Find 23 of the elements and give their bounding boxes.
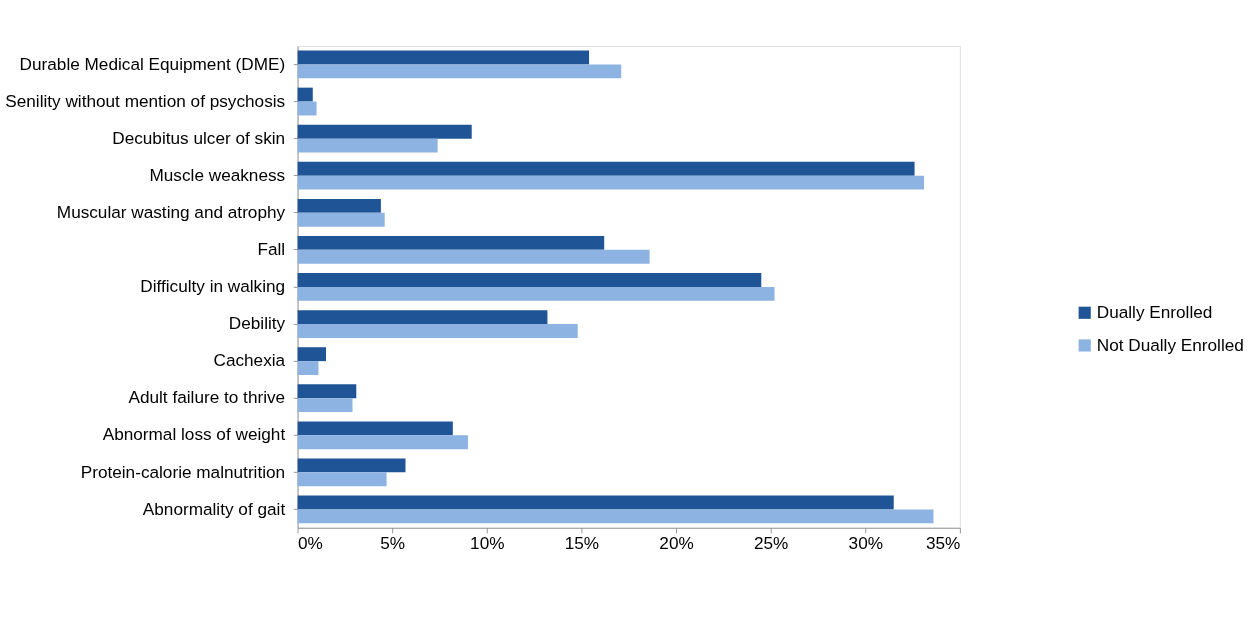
- y-tick-label: Fall: [257, 239, 286, 260]
- y-tick-label: Muscle weakness: [149, 164, 286, 185]
- y-tick-label: Adult failure to thrive: [128, 387, 286, 408]
- x-tick-label: 25%: [753, 532, 789, 553]
- x-tick-label: 10%: [470, 532, 505, 553]
- y-tick-label: Protein-calorie malnutrition: [80, 461, 286, 482]
- x-tick-label: 20%: [659, 532, 694, 553]
- y-tick-label: Muscular wasting and atrophy: [56, 201, 286, 222]
- x-tick-label: 5%: [380, 532, 406, 553]
- y-tick-label: Abnormality of gait: [142, 498, 286, 519]
- y-tick-label: Difficulty in walking: [140, 276, 286, 297]
- legend-label: Not Dually Enrolled: [1096, 334, 1244, 355]
- y-tick-label: Debility: [228, 313, 286, 334]
- y-tick-label: Decubitus ulcer of skin: [112, 127, 286, 148]
- y-tick-label: Cachexia: [213, 350, 286, 371]
- y-tick-label: Durable Medical Equipment (DME): [19, 53, 286, 74]
- x-tick-label: 15%: [564, 532, 600, 553]
- x-tick-label: 35%: [926, 532, 961, 553]
- y-tick-label: Senility without mention of psychosis: [5, 90, 286, 111]
- x-tick-label: 30%: [848, 532, 883, 553]
- y-tick-label: Abnormal loss of weight: [102, 424, 286, 445]
- x-tick-label: 0%: [298, 532, 323, 553]
- legend-label: Dually Enrolled: [1096, 301, 1213, 322]
